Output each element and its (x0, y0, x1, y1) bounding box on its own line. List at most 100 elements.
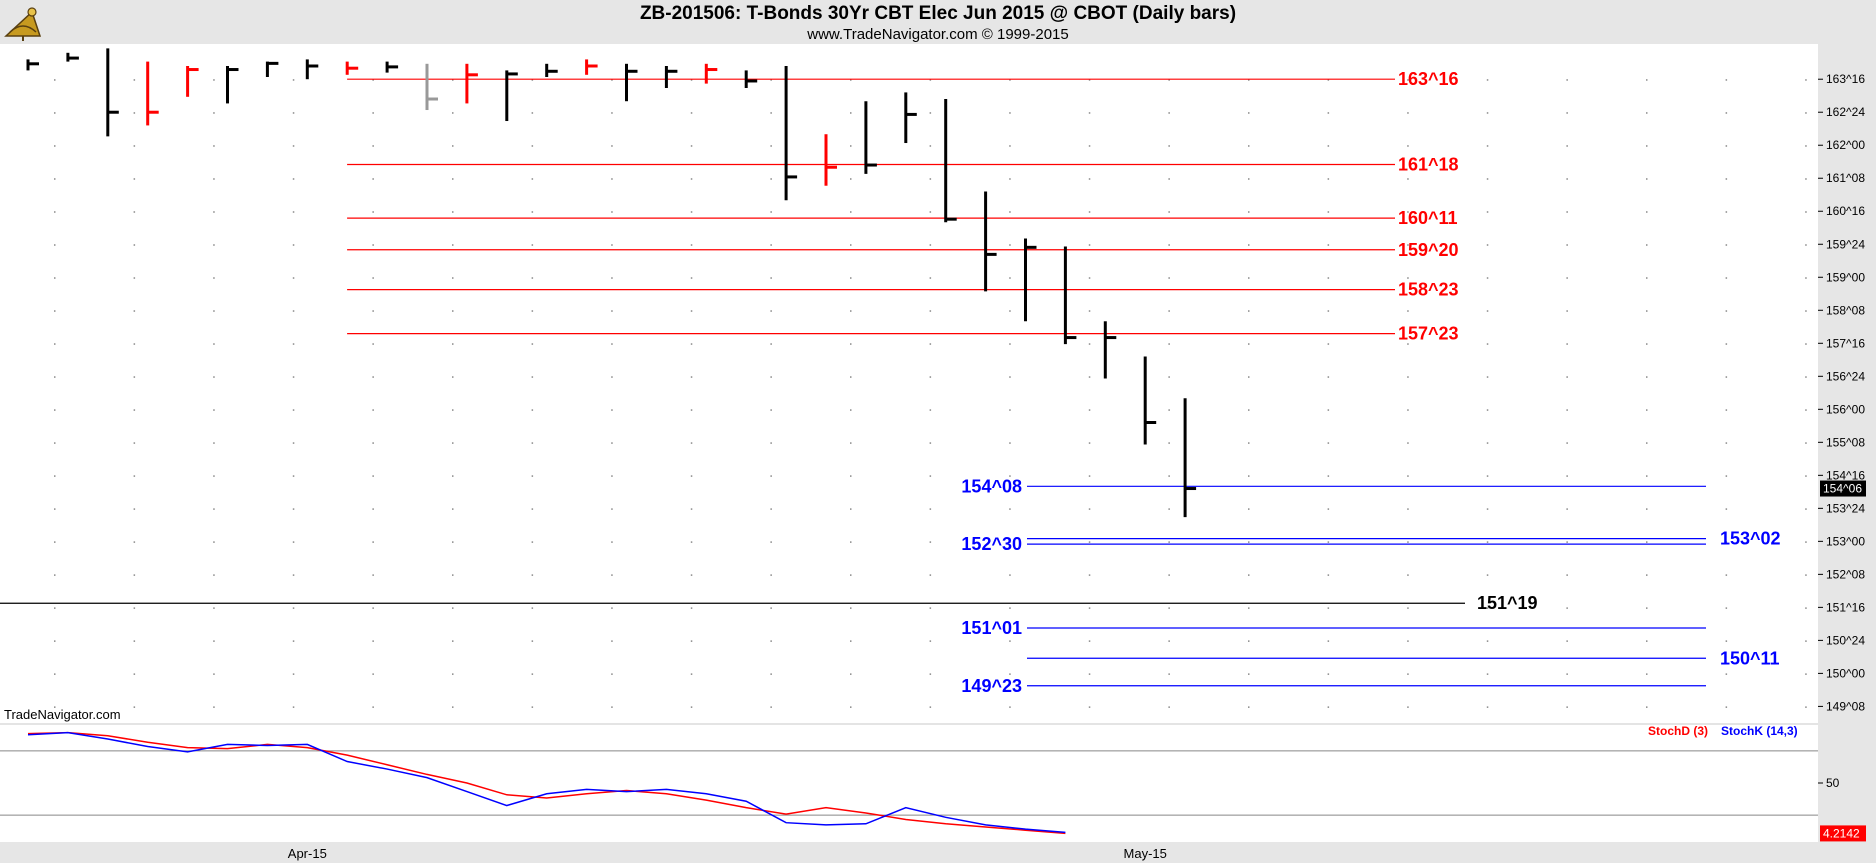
grid-dot (1407, 145, 1409, 147)
grid-dot (1407, 112, 1409, 114)
grid-dot (770, 277, 772, 279)
grid-dot (611, 409, 613, 411)
grid-dot (531, 409, 534, 411)
grid-dot (611, 541, 613, 543)
grid-dot (292, 277, 295, 279)
grid-dot (1646, 673, 1648, 675)
grid-dot (531, 244, 534, 246)
grid-dot (850, 310, 852, 312)
grid-dot (1805, 178, 1807, 180)
grid-dot (213, 442, 215, 444)
grid-dot (850, 79, 852, 81)
grid-dot (1566, 343, 1568, 345)
grid-dot (1327, 607, 1330, 609)
grid-dot (690, 211, 693, 213)
grid-dot (213, 640, 215, 642)
grid-dot (452, 112, 454, 114)
grid-dot (1566, 640, 1568, 642)
grid-dot (929, 277, 932, 279)
grid-dot (1486, 145, 1489, 147)
grid-dot (690, 640, 693, 642)
grid-dot (1088, 508, 1091, 510)
grid-dot (1009, 343, 1011, 345)
grid-dot (372, 211, 374, 213)
grid-dot (1805, 211, 1807, 213)
grid-dot (1725, 640, 1728, 642)
grid-dot (452, 442, 454, 444)
price-level-label: 163^16 (1398, 69, 1459, 89)
grid-dot (1088, 607, 1091, 609)
grid-dot (1646, 145, 1648, 147)
grid-dot (611, 211, 613, 213)
grid-dot (1248, 607, 1250, 609)
grid-dot (1327, 244, 1330, 246)
grid-dot (531, 442, 534, 444)
grid-dot (372, 244, 374, 246)
grid-dot (292, 673, 295, 675)
ohlc-bar (545, 63, 558, 78)
grid-dot (1486, 277, 1489, 279)
grid-dot (1805, 79, 1807, 81)
grid-dot (1248, 541, 1250, 543)
grid-dot (54, 79, 56, 81)
grid-dot (770, 409, 772, 411)
ohlc-bar (744, 70, 758, 89)
grid-dot (1009, 244, 1011, 246)
grid-dot (770, 673, 772, 675)
grid-dot (213, 79, 215, 81)
grid-dot (1327, 640, 1330, 642)
grid-dot (372, 574, 374, 576)
grid-dot (1009, 574, 1011, 576)
price-levels: 163^16 161^18 160^11 159^20 158^23 157^23 154^… (0, 69, 1781, 696)
grid-dot (133, 607, 136, 609)
grid-dot (1646, 574, 1648, 576)
grid-dot (850, 574, 852, 576)
grid-dot (54, 376, 56, 378)
price-axis-label: 158^08 (1826, 303, 1865, 317)
grid-dot (54, 343, 56, 345)
grid-dot (929, 178, 932, 180)
grid-dot (133, 475, 136, 477)
grid-dot (1646, 343, 1648, 345)
grid-dot (1566, 607, 1568, 609)
grid-dot (1407, 442, 1409, 444)
grid-dot (1168, 706, 1170, 708)
grid-dot (213, 310, 215, 312)
grid-dot (452, 310, 454, 312)
grid-dot (372, 145, 374, 147)
grid-dot (770, 574, 772, 576)
grid-dot (850, 706, 852, 708)
ohlc-bar (664, 66, 678, 89)
price-axis-label: 162^00 (1826, 138, 1865, 152)
grid-dot (1646, 79, 1648, 81)
grid-dot (133, 112, 136, 114)
grid-dot (1009, 178, 1011, 180)
grid-dot (1486, 244, 1489, 246)
grid-dot (770, 376, 772, 378)
grid-dot (133, 541, 136, 543)
grid-dot (1327, 409, 1330, 411)
grid-dot (54, 211, 56, 213)
grid-dot (1407, 310, 1409, 312)
grid-dot (1725, 178, 1728, 180)
price-level-label: 157^23 (1398, 324, 1459, 344)
grid-dot (1248, 277, 1250, 279)
grid-dot (690, 706, 693, 708)
grid-dot (1248, 409, 1250, 411)
price-level-label: 161^18 (1398, 154, 1459, 174)
grid-dot (1486, 640, 1489, 642)
grid-dot (1805, 343, 1807, 345)
grid-dot (1646, 508, 1648, 510)
grid-dot (531, 640, 534, 642)
grid-dot (452, 475, 454, 477)
grid-dot (1009, 310, 1011, 312)
price-level-label: 151^01 (961, 618, 1022, 638)
grid-dot (690, 607, 693, 609)
grid-dot (213, 145, 215, 147)
grid-dot (1725, 442, 1728, 444)
grid-dot (1248, 112, 1250, 114)
grid-dot (1805, 607, 1807, 609)
grid-dot (531, 706, 534, 708)
grid-dot (690, 376, 693, 378)
